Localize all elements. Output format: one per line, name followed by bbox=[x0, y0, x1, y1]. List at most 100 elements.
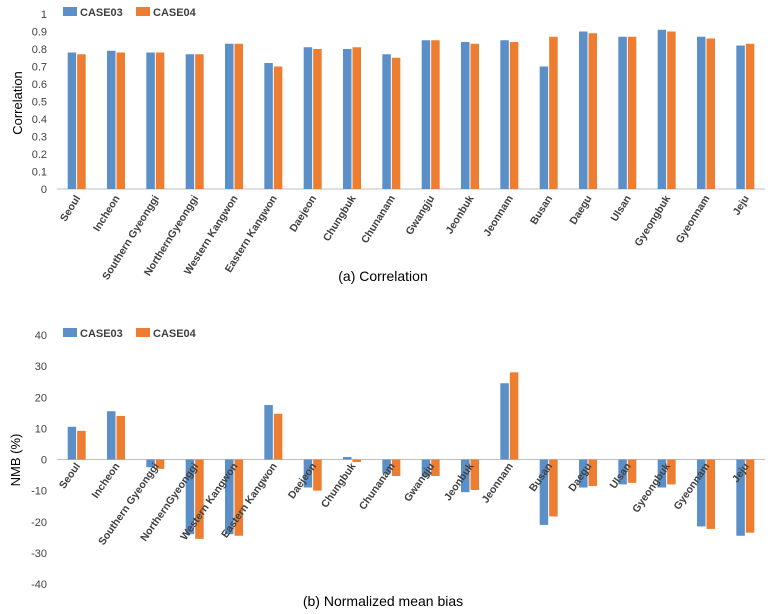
bar-case03-chunanam bbox=[382, 459, 391, 474]
bar-case03-daejeon bbox=[303, 459, 313, 488]
bar-case03-chungbuk bbox=[343, 457, 352, 460]
y-tick-label: 10 bbox=[35, 423, 47, 435]
y-tick-label: 0.4 bbox=[32, 114, 47, 126]
bar-case04-eastern-kangwon bbox=[273, 66, 283, 189]
bar-case03-western-kangwon bbox=[225, 459, 234, 535]
category-label: Jeonnam bbox=[480, 461, 516, 506]
y-tick-label: 1 bbox=[41, 9, 47, 21]
bar-case04-gyeonnam bbox=[706, 38, 715, 189]
y-tick-label: 0.7 bbox=[32, 62, 47, 74]
bar-case04-jeonbuk bbox=[470, 43, 479, 189]
bar-case03-jeonnam bbox=[500, 383, 509, 460]
legend-swatch-case03 bbox=[63, 328, 77, 337]
legend-swatch-case03 bbox=[63, 7, 77, 16]
bar-case03-northerngyeonggi bbox=[185, 459, 195, 535]
bar-case03-gyeonnam bbox=[697, 36, 706, 189]
y-tick-label: 0.9 bbox=[32, 27, 47, 39]
bar-case04-jeonbuk bbox=[470, 459, 479, 491]
category-label: Daegu bbox=[567, 193, 594, 227]
legend-label-case04: CASE04 bbox=[153, 7, 197, 19]
bar-case04-western-kangwon bbox=[234, 43, 243, 189]
bar-case03-northerngyeonggi bbox=[185, 54, 195, 189]
y-axis-title: NMB (%) bbox=[8, 434, 23, 487]
bar-case04-eastern-kangwon bbox=[273, 413, 283, 460]
bar-case04-gyeonnam bbox=[706, 459, 715, 529]
bar-case03-busan bbox=[539, 459, 549, 525]
bar-case03-gyeongbuk bbox=[657, 459, 667, 488]
y-tick-label: -30 bbox=[31, 548, 47, 560]
legend-label-case03: CASE03 bbox=[80, 7, 123, 19]
bar-case03-gwangju bbox=[421, 40, 431, 189]
bar-case04-busan bbox=[549, 36, 558, 189]
bar-case03-eastern-kangwon bbox=[264, 63, 273, 189]
bar-case03-chunanam bbox=[382, 54, 391, 189]
category-label: Gyeonnam bbox=[672, 461, 713, 512]
bar-case03-ulsan bbox=[618, 36, 627, 189]
bar-case03-incheon bbox=[107, 50, 116, 189]
bar-case04-chunanam bbox=[391, 459, 401, 476]
y-tick-label: 0 bbox=[41, 455, 47, 467]
bar-case03-incheon bbox=[107, 411, 116, 460]
bar-case04-daejeon bbox=[313, 49, 322, 189]
bar-case03-eastern-kangwon bbox=[264, 405, 273, 460]
bar-case04-incheon bbox=[116, 52, 125, 189]
category-label: Daejeon bbox=[287, 193, 319, 234]
bar-case03-gyeongbuk bbox=[657, 29, 667, 189]
bar-case03-busan bbox=[539, 66, 549, 189]
chart-caption: (b) Normalized mean bias bbox=[303, 593, 463, 609]
bar-case04-gyeongbuk bbox=[667, 459, 676, 485]
bar-case03-jeonbuk bbox=[461, 459, 470, 493]
y-axis-title: Correlation bbox=[10, 71, 25, 135]
bar-case04-northerngyeonggi bbox=[195, 459, 204, 539]
y-tick-label: -40 bbox=[31, 579, 47, 591]
category-label: Incheon bbox=[90, 461, 123, 501]
correlation-chart: 0 0.1 0.2 0.3 0.4 0.5 0.6 0.7 0.8 0.9 1 Seoul Incheo… bbox=[10, 7, 765, 284]
y-tick-label: 20 bbox=[35, 392, 47, 404]
legend-label-case03: CASE03 bbox=[80, 328, 123, 340]
bar-case04-seoul bbox=[77, 430, 86, 460]
category-label: Chunanam bbox=[357, 461, 398, 512]
bar-case04-southern-gyeonggi bbox=[155, 459, 165, 469]
bar-case04-chungbuk bbox=[352, 459, 361, 462]
bar-case04-southern-gyeonggi bbox=[155, 52, 165, 189]
y-tick-label: 0 bbox=[41, 184, 47, 196]
chart-caption: (a) Correlation bbox=[338, 268, 427, 284]
category-label: Chungbuk bbox=[319, 461, 359, 511]
category-label: Jeonbuk bbox=[443, 193, 476, 236]
bar-case04-jeonnam bbox=[509, 42, 519, 189]
category-label: Jeju bbox=[731, 193, 752, 217]
bar-case03-daegu bbox=[579, 459, 588, 488]
legend-swatch-case04 bbox=[136, 328, 150, 337]
bar-case03-western-kangwon bbox=[225, 43, 234, 189]
category-label: Gyeonnam bbox=[674, 193, 713, 245]
category-label: Busan bbox=[528, 193, 555, 227]
bar-case04-jeonnam bbox=[509, 372, 519, 460]
bar-case03-daegu bbox=[579, 31, 588, 189]
bar-case03-gyeonnam bbox=[697, 459, 706, 527]
bar-case03-jeonbuk bbox=[461, 42, 470, 189]
y-tick-label: 0.3 bbox=[32, 132, 47, 144]
category-label: Gwangju bbox=[404, 193, 438, 237]
y-tick-label: 30 bbox=[35, 361, 47, 373]
bar-case03-ulsan bbox=[618, 459, 627, 485]
bar-case04-daegu bbox=[588, 33, 597, 189]
bar-case04-chunanam bbox=[391, 57, 401, 189]
bar-case03-seoul bbox=[67, 52, 77, 189]
bar-case04-ulsan bbox=[627, 36, 637, 189]
bar-case04-ulsan bbox=[627, 459, 637, 483]
bar-case04-northerngyeonggi bbox=[195, 54, 204, 189]
bar-case03-gwangju bbox=[421, 459, 431, 477]
category-label: Ulsan bbox=[609, 193, 634, 224]
y-tick-label: 0.5 bbox=[32, 97, 47, 109]
y-tick-label: 0.1 bbox=[32, 167, 47, 179]
bar-case04-incheon bbox=[116, 415, 125, 460]
category-label: Chunanam bbox=[359, 193, 398, 245]
bar-case04-seoul bbox=[77, 54, 86, 189]
bar-case04-gyeongbuk bbox=[667, 31, 676, 189]
category-label: Seoul bbox=[58, 193, 83, 224]
category-label: Chungbuk bbox=[321, 193, 359, 244]
bar-case03-jeju bbox=[736, 45, 745, 189]
bar-case03-jeju bbox=[736, 459, 745, 536]
bar-case03-seoul bbox=[67, 426, 77, 460]
